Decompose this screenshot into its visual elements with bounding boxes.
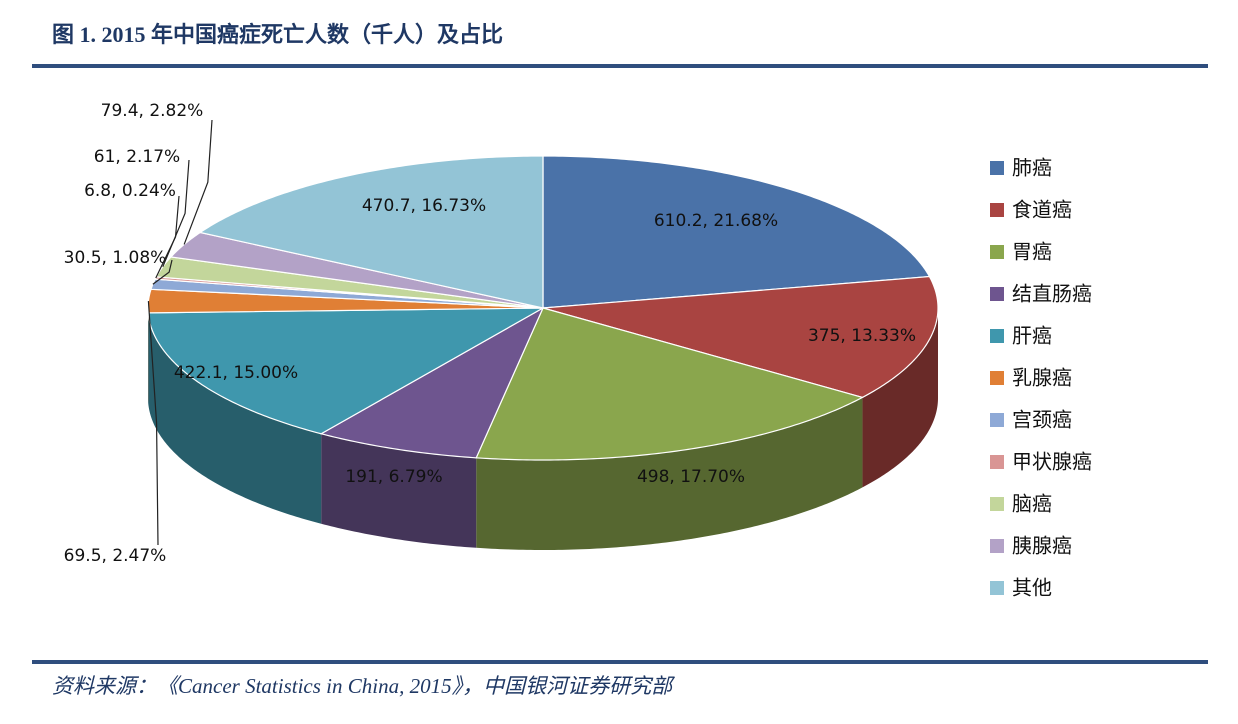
leader-line: [147, 301, 159, 546]
data-label: 69.5, 2.47%: [64, 546, 167, 566]
legend-swatch: [990, 287, 1004, 301]
data-label: 30.5, 1.08%: [64, 248, 167, 268]
data-label: 61, 2.17%: [94, 147, 180, 167]
legend-label: 胰腺癌: [1012, 534, 1072, 558]
legend-swatch: [990, 371, 1004, 385]
slice: [542, 275, 939, 399]
slice: [147, 288, 544, 314]
data-label: 498, 17.70%: [637, 467, 745, 487]
legend-swatch: [990, 413, 1004, 427]
slice: [198, 155, 544, 309]
data-label: 422.1, 15.00%: [174, 363, 298, 383]
slice: [542, 155, 931, 309]
title-rule: [32, 64, 1208, 68]
data-label: 6.8, 0.24%: [84, 181, 176, 201]
leader-line: [152, 259, 173, 285]
slice-side: [148, 312, 322, 524]
legend-swatch: [990, 539, 1004, 553]
slice: [147, 307, 544, 435]
data-label: 375, 13.33%: [808, 326, 916, 346]
legend-swatch: [990, 245, 1004, 259]
legend-swatch: [990, 161, 1004, 175]
legend-swatch: [990, 581, 1004, 595]
legend-swatch: [990, 329, 1004, 343]
data-label: 470.7, 16.73%: [362, 196, 486, 216]
data-label: 79.4, 2.82%: [101, 101, 204, 121]
data-label: 191, 6.79%: [345, 467, 442, 487]
slice-side: [476, 397, 863, 550]
legend-label: 乳腺癌: [1012, 366, 1072, 390]
slice-side: [321, 433, 477, 548]
legend-swatch: [990, 497, 1004, 511]
legend-label: 肝癌: [1012, 324, 1052, 348]
source-note: 资料来源：《Cancer Statistics in China, 2015》，…: [52, 674, 675, 698]
pie: 610.2, 21.68% 375, 13.33% 498, 17.70% 191, …: [64, 101, 939, 566]
legend-label: 脑癌: [1012, 492, 1052, 516]
source-rule: [32, 660, 1208, 664]
leader-line: [162, 159, 190, 268]
slice: [319, 306, 545, 459]
legend-label: 食道癌: [1012, 198, 1072, 222]
data-label: 610.2, 21.68%: [654, 211, 778, 231]
legend-label: 结直肠癌: [1012, 282, 1092, 306]
legend-label: 胃癌: [1012, 240, 1052, 264]
slice: [475, 307, 865, 461]
legend-label: 甲状腺癌: [1012, 450, 1092, 474]
slice-side: [862, 308, 938, 488]
leader-line: [183, 119, 213, 245]
legend-swatch: [990, 455, 1004, 469]
legend-label: 宫颈癌: [1012, 408, 1072, 432]
legend-label: 其他: [1012, 576, 1052, 600]
legend-swatch: [990, 203, 1004, 217]
legend-label: 肺癌: [1012, 156, 1052, 180]
chart-title: 图 1. 2015 年中国癌症死亡人数（千人）及占比: [52, 22, 503, 47]
